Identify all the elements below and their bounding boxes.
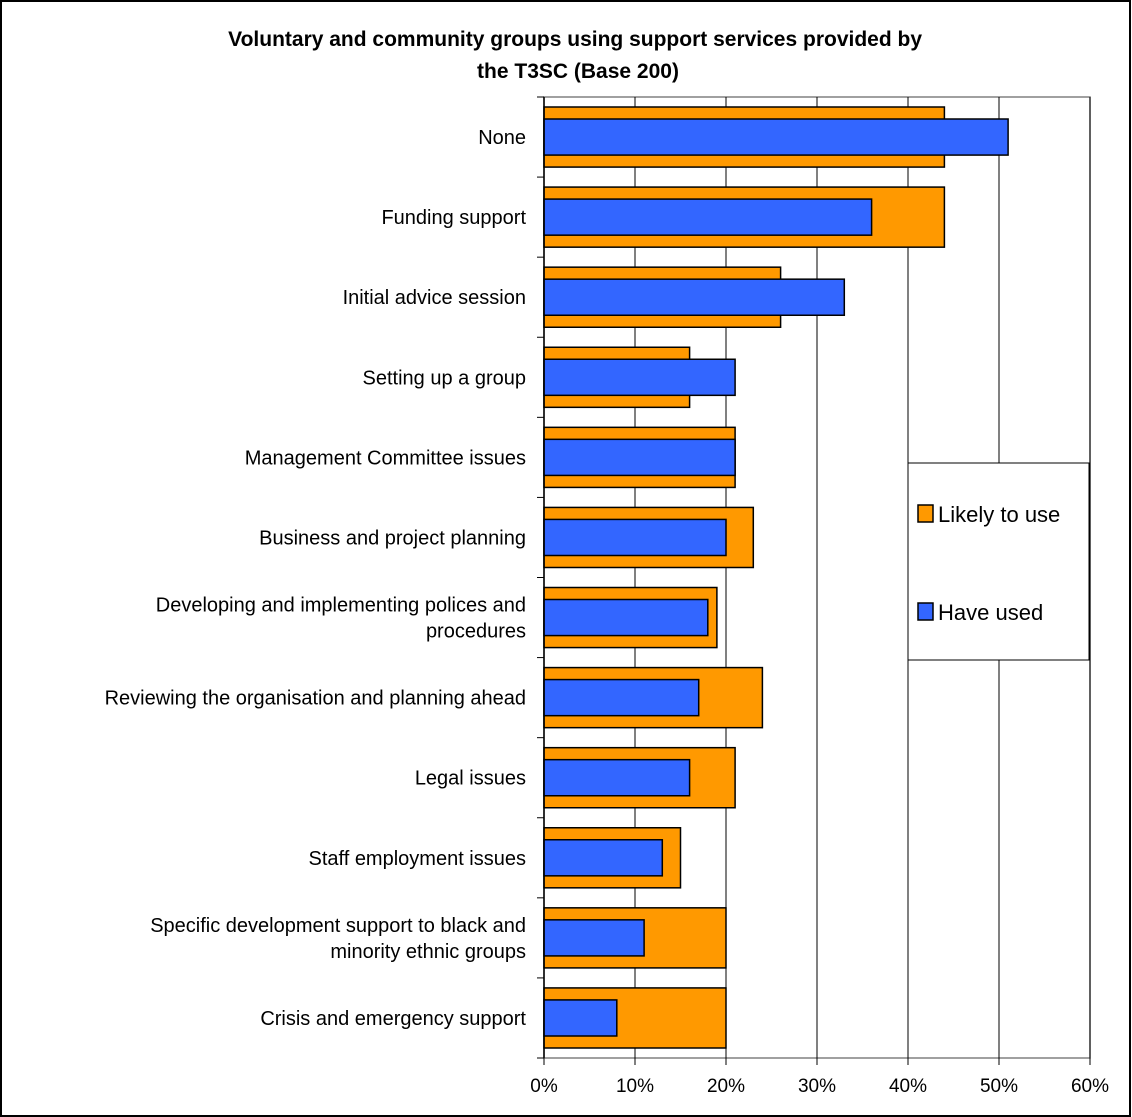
bar-have-used-7 bbox=[543, 678, 700, 717]
category-label-line: Reviewing the organisation and planning … bbox=[105, 688, 526, 710]
bar-have-used-10 bbox=[543, 919, 645, 957]
category-label-line: minority ethnic groups bbox=[330, 941, 526, 963]
bar-have-used-1 bbox=[543, 198, 873, 236]
category-label-2: Initial advice session bbox=[343, 287, 526, 309]
category-label-7: Reviewing the organisation and planning … bbox=[105, 688, 526, 710]
category-label-9: Staff employment issues bbox=[308, 848, 526, 870]
category-label-11: Crisis and emergency support bbox=[260, 1008, 526, 1030]
legend-swatch-have-used bbox=[917, 602, 934, 621]
category-labels: None Funding support Initial advice sessio… bbox=[105, 127, 527, 1030]
category-label-line: Management Committee issues bbox=[245, 447, 526, 469]
category-label-0: None bbox=[478, 127, 526, 149]
category-label-line: Initial advice session bbox=[343, 287, 526, 309]
bar-have-used-4 bbox=[543, 438, 736, 477]
bar-have-used-6 bbox=[543, 598, 709, 637]
bar-have-used-3 bbox=[543, 358, 736, 397]
x-tick-label-30: 30% bbox=[798, 1076, 836, 1097]
bar-have-used-9 bbox=[543, 839, 664, 877]
category-label-3: Setting up a group bbox=[363, 367, 526, 389]
category-label-line: Funding support bbox=[381, 207, 526, 229]
bar-have-used-11 bbox=[543, 999, 618, 1037]
bar-have-used-8 bbox=[543, 758, 691, 797]
bar-have-used-5 bbox=[543, 518, 727, 557]
chart-title-line-1: Voluntary and community groups using sup… bbox=[228, 28, 922, 51]
bar-have-used-2 bbox=[543, 278, 846, 316]
category-label-5: Business and project planning bbox=[259, 527, 526, 549]
category-label-4: Management Committee issues bbox=[245, 447, 526, 469]
legend-label-likely-to-use: Likely to use bbox=[938, 502, 1060, 527]
category-label-line: procedures bbox=[426, 621, 526, 643]
x-tick-label-20: 20% bbox=[707, 1076, 745, 1097]
legend-swatch-likely-to-use bbox=[917, 504, 934, 523]
category-label-1: Funding support bbox=[381, 207, 526, 229]
category-label-8: Legal issues bbox=[415, 768, 526, 790]
category-label-line: Specific development support to black an… bbox=[150, 915, 526, 937]
x-tick-label-40: 40% bbox=[889, 1076, 927, 1097]
legend-box bbox=[907, 462, 1090, 661]
x-tick-label-0: 0% bbox=[530, 1076, 558, 1097]
category-label-line: Setting up a group bbox=[363, 367, 526, 389]
tick-labels: 0% 10% 20% 30% 40% 50% 60% bbox=[530, 1076, 1109, 1097]
x-tick-label-60: 60% bbox=[1071, 1076, 1109, 1097]
category-label-line: None bbox=[478, 127, 526, 149]
category-label-6: Developing and implementing polices and p… bbox=[156, 595, 526, 643]
category-label-10: Specific development support to black an… bbox=[150, 915, 526, 963]
x-tick-label-10: 10% bbox=[616, 1076, 654, 1097]
bar-have-used-0 bbox=[543, 118, 1009, 156]
legend: Likely to use Have used bbox=[907, 462, 1090, 661]
category-label-line: Developing and implementing polices and bbox=[156, 595, 526, 617]
axes bbox=[537, 96, 1091, 1065]
category-label-line: Staff employment issues bbox=[308, 848, 526, 870]
legend-label-have-used: Have used bbox=[938, 600, 1043, 625]
bars bbox=[543, 106, 1009, 1049]
category-label-line: Business and project planning bbox=[259, 527, 526, 549]
chart-title: Voluntary and community groups using sup… bbox=[228, 28, 928, 83]
chart-title-line-2: the T3SC (Base 200) bbox=[477, 60, 679, 83]
category-label-line: Legal issues bbox=[415, 768, 526, 790]
x-tick-label-50: 50% bbox=[980, 1076, 1018, 1097]
category-label-line: Crisis and emergency support bbox=[260, 1008, 526, 1030]
